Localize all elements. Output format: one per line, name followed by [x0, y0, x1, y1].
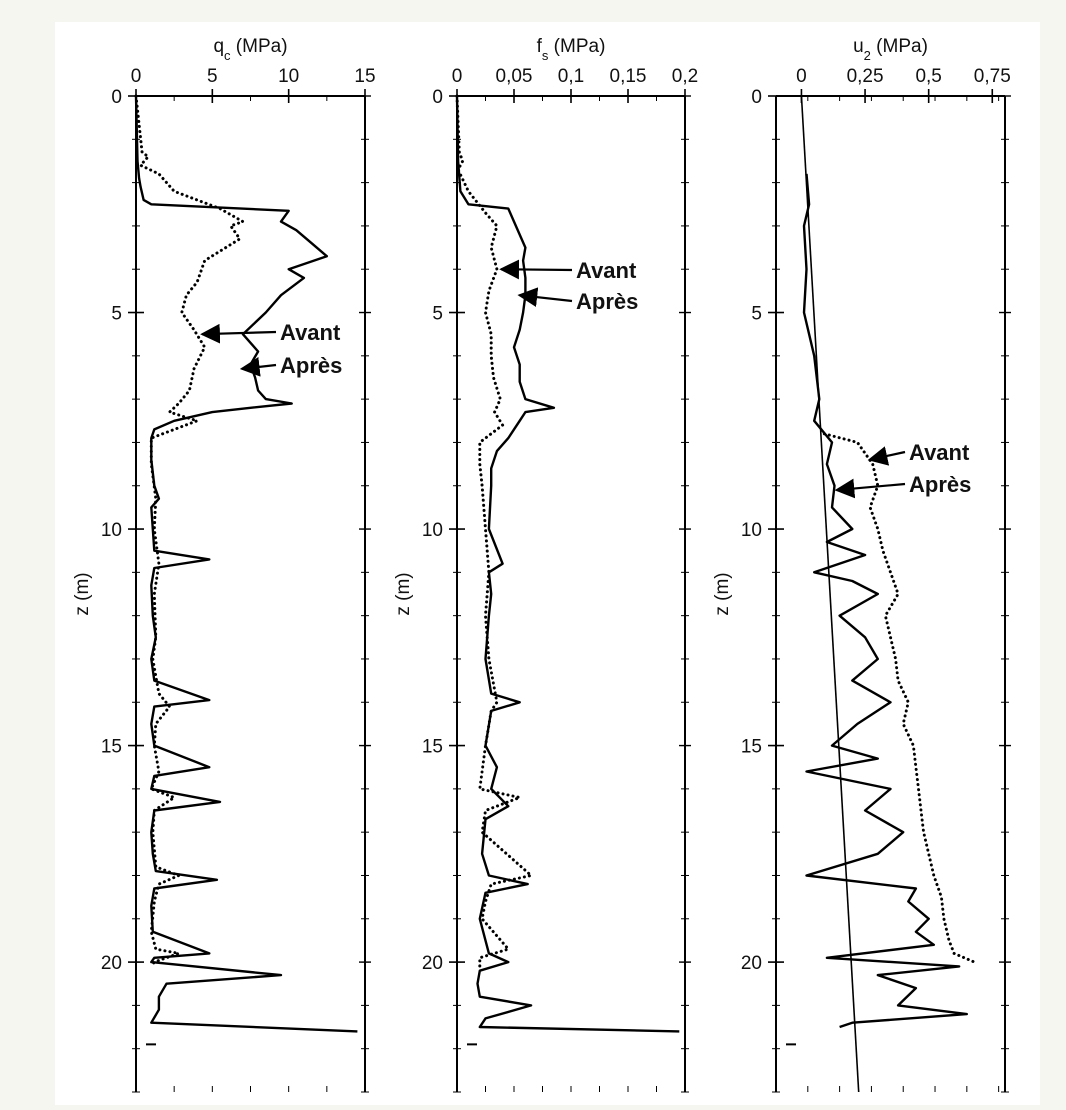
x-tick-label: 0,75 [974, 66, 1011, 87]
x-tick-label: 5 [207, 66, 218, 87]
y-tick-label: 15 [422, 737, 443, 758]
series-apres-line [455, 95, 680, 1033]
y-tick-label: 0 [751, 87, 762, 108]
y-tick-label: 5 [751, 304, 762, 325]
x-tick-label: 10 [278, 66, 299, 87]
x-axis-title: u2 (MPa) [853, 36, 928, 63]
y-tick-label: 10 [741, 520, 762, 541]
series-apres-line [802, 173, 968, 1029]
y-tick-label: 15 [101, 737, 122, 758]
annotation-label: Avant [280, 320, 341, 345]
x-tick-label: 0,25 [847, 66, 884, 87]
x-tick-label: 0 [452, 66, 463, 87]
annotation-arrow [517, 287, 573, 307]
y-tick-label: 10 [101, 520, 122, 541]
series-apres-line [134, 95, 358, 1033]
annotation-arrow [200, 323, 277, 344]
annotation-arrow [834, 478, 906, 499]
y-tick-label: 5 [432, 304, 443, 325]
y-tick-label: 20 [101, 953, 122, 974]
y-tick-label: 10 [422, 520, 443, 541]
cpt-profile-charts: 0 5 10 15 0 5 10 15 20 qc (MPa) z (m) Avant Après 0 0,… [72, 36, 1011, 1093]
y-tick-label: 15 [741, 737, 762, 758]
panel-fs: 0 0,05 0,1 0,15 0,2 0 5 10 15 20 fs (MPa) z (m) Avan… [393, 36, 698, 1093]
x-tick-label: 0,2 [672, 66, 698, 87]
y-tick-label: 0 [432, 87, 443, 108]
annotation-label: Après [576, 289, 638, 314]
hydrostatic-line [800, 95, 860, 1093]
x-tick-label: 0,05 [496, 66, 533, 87]
x-tick-label: 0 [796, 66, 807, 87]
series-avant-line [134, 94, 245, 968]
y-axis-title: z (m) [393, 572, 414, 615]
x-tick-label: 0,5 [915, 66, 941, 87]
annotation-label: Après [909, 472, 971, 497]
y-tick-label: 5 [111, 304, 122, 325]
annotation-label: Après [280, 353, 342, 378]
annotation-label: Avant [576, 258, 637, 283]
annotation-arrow [239, 357, 277, 377]
panel-u2: 0 0,25 0,5 0,75 0 5 10 15 20 u2 (MPa) z (m) Avant Ap… [712, 36, 1011, 1093]
x-tick-label: 0,1 [558, 66, 584, 87]
y-tick-label: 20 [422, 953, 443, 974]
annotation-arrow [867, 446, 906, 466]
annotation-arrow [499, 259, 573, 280]
annotation-label: Avant [909, 440, 970, 465]
series-avant-line [822, 432, 976, 964]
x-axis-title: qc (MPa) [213, 36, 287, 63]
figure-panel: 0 5 10 15 0 5 10 15 20 qc (MPa) z (m) Avant Après 0 0,… [55, 22, 1040, 1105]
panel-qc: 0 5 10 15 0 5 10 15 20 qc (MPa) z (m) Avant Après [72, 36, 376, 1093]
x-axis-title: fs (MPa) [537, 36, 606, 63]
y-tick-label: 0 [111, 87, 122, 108]
y-axis-title: z (m) [72, 572, 93, 615]
x-tick-label: 15 [354, 66, 375, 87]
series-avant-line [455, 94, 533, 968]
y-axis-title: z (m) [712, 572, 733, 615]
x-tick-label: 0 [131, 66, 142, 87]
y-tick-label: 20 [741, 953, 762, 974]
x-tick-label: 0,15 [610, 66, 647, 87]
